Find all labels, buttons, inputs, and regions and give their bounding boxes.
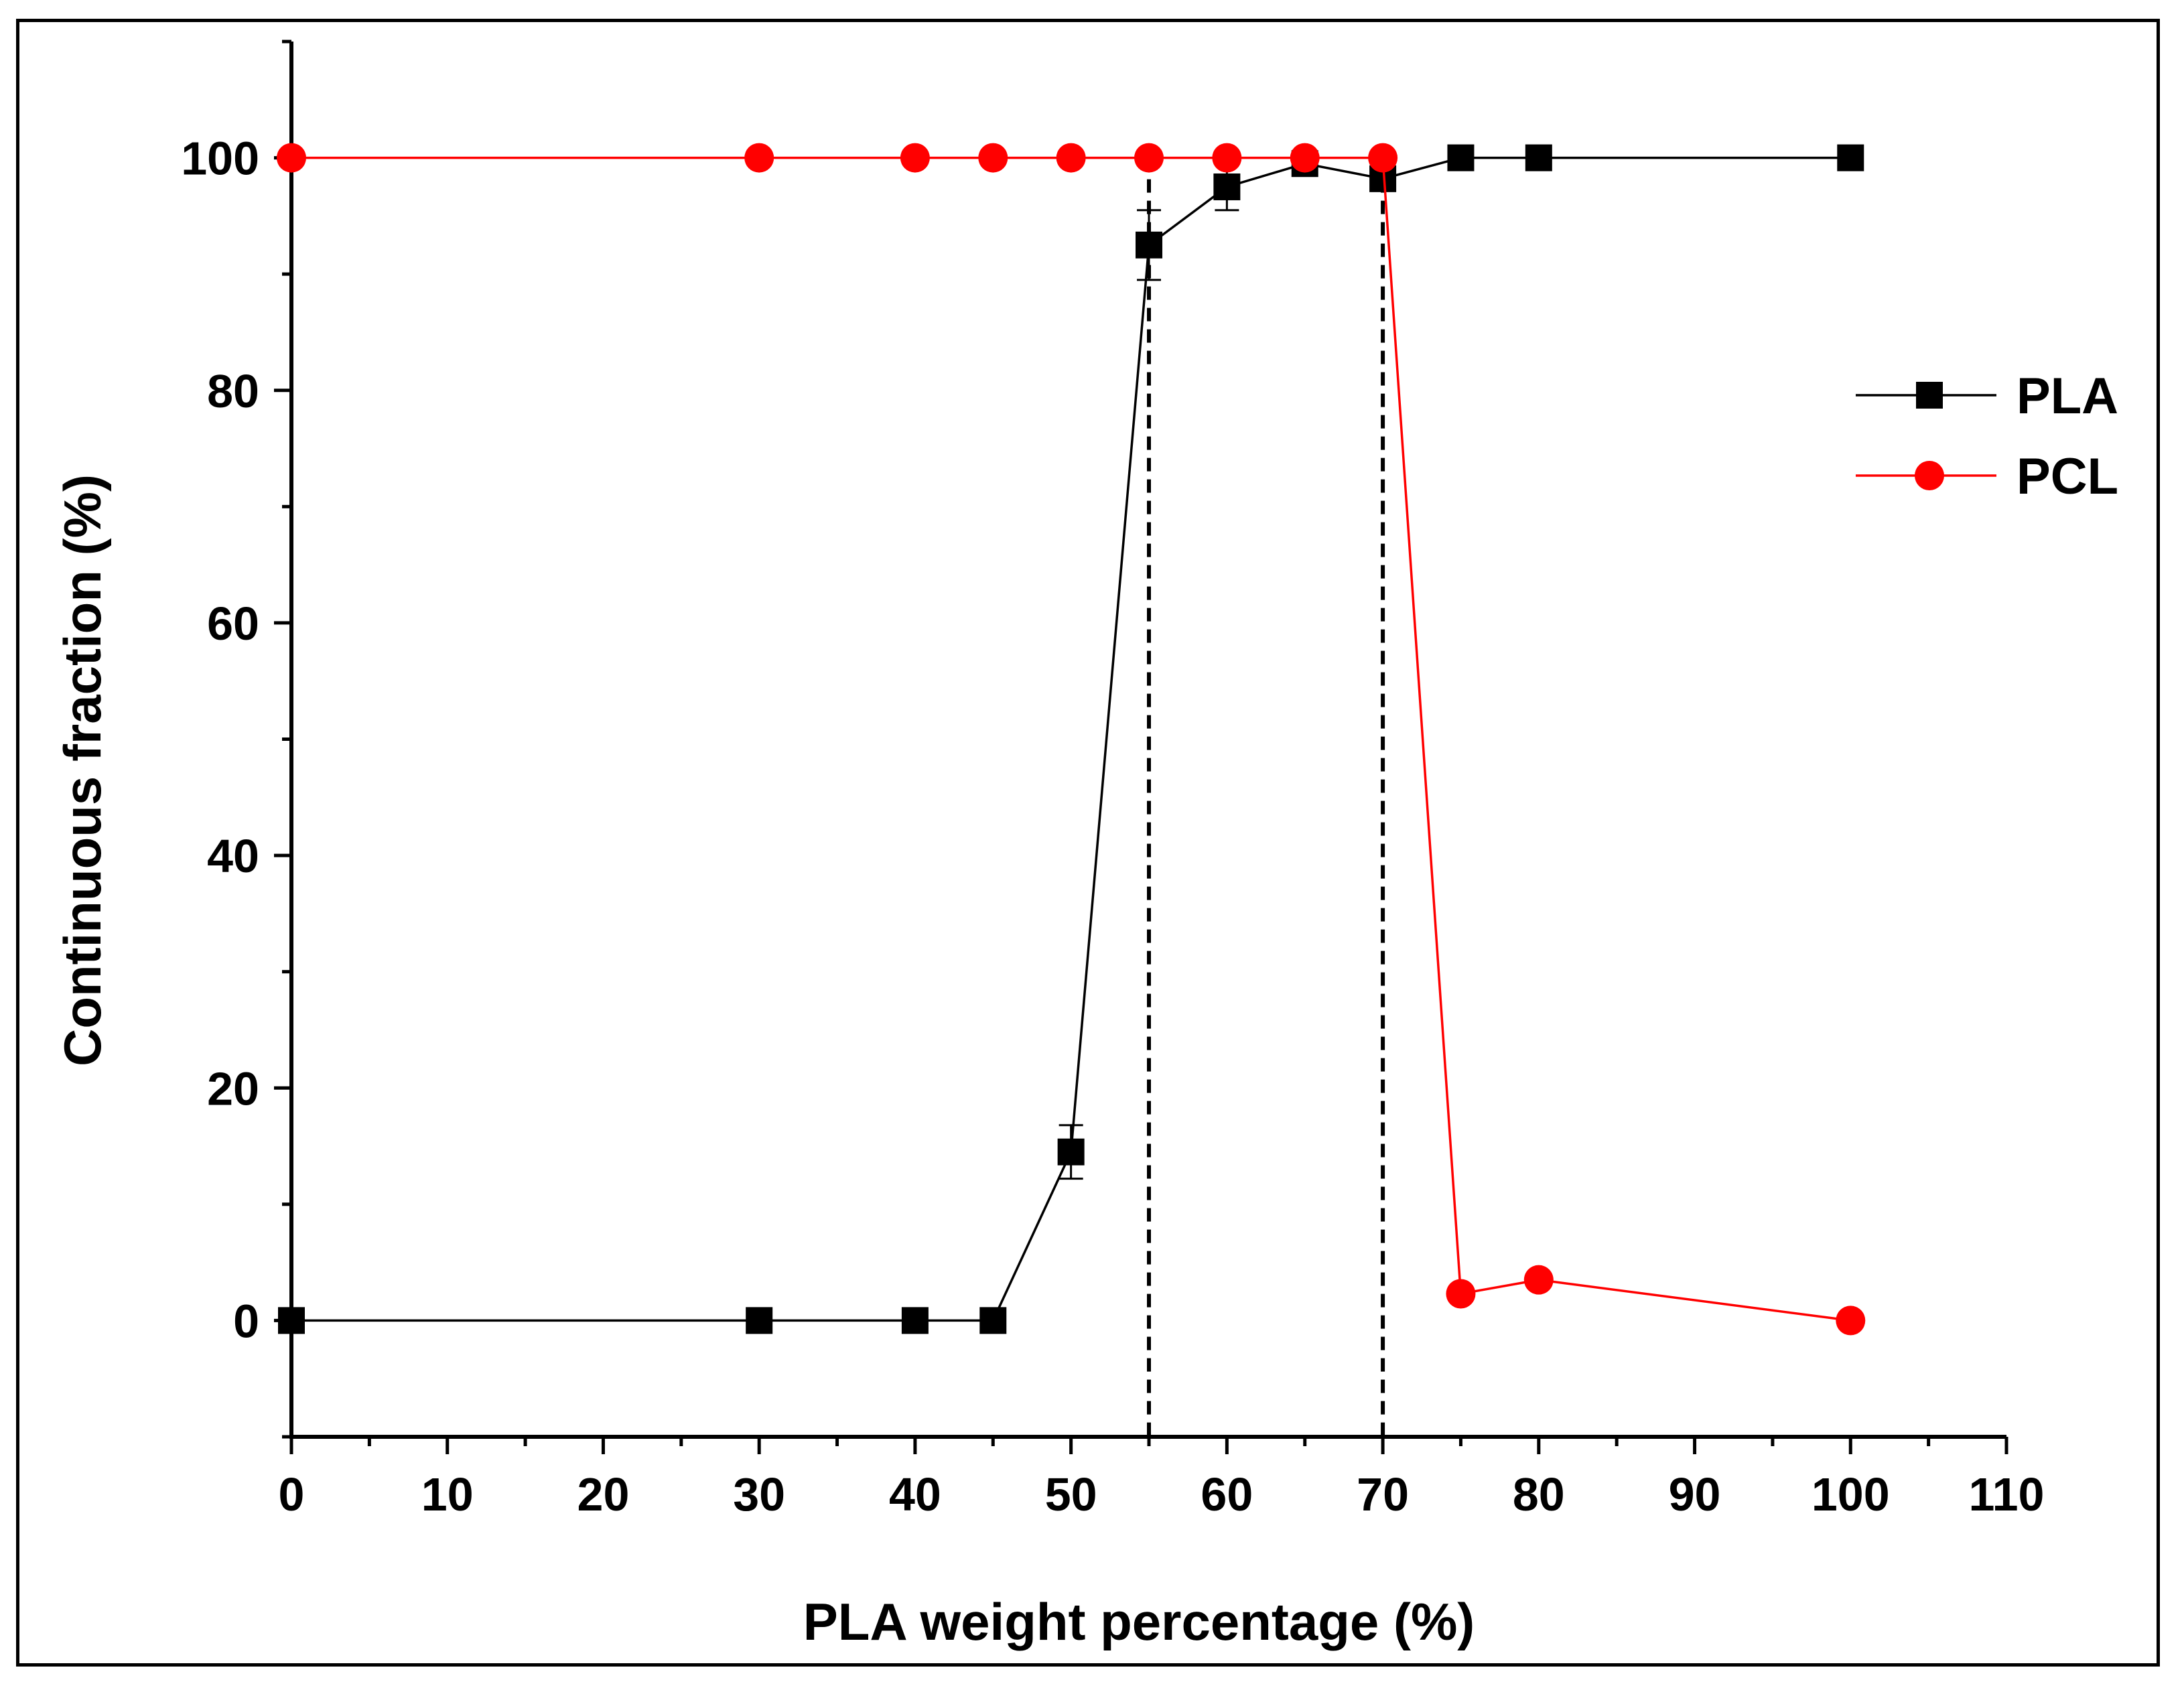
data-point-pcl — [1368, 143, 1398, 173]
data-point-pla — [1136, 231, 1162, 259]
y-tick-label: 100 — [181, 133, 259, 185]
x-tick-label: 90 — [1669, 1468, 1721, 1521]
x-tick-label: 10 — [421, 1468, 474, 1521]
x-tick-label: 30 — [733, 1468, 785, 1521]
data-point-pcl — [1290, 143, 1320, 173]
x-tick-label: 40 — [889, 1468, 941, 1521]
data-point-pla — [1213, 173, 1241, 200]
y-axis-label: Continuous fraction (%) — [53, 474, 112, 1066]
data-point-pla — [979, 1307, 1007, 1334]
y-tick-label: 40 — [207, 830, 259, 882]
data-point-pcl — [744, 143, 774, 173]
legend-marker — [1915, 461, 1944, 490]
legend-label: PCL — [2017, 448, 2118, 505]
data-point-pla — [901, 1307, 929, 1334]
axes: 0 10 20 30 40 50 60 70 80 90 100 110 0 20 40 60 80 100 — [181, 40, 2045, 1521]
data-point-pcl — [900, 143, 930, 173]
data-point-pla — [1837, 144, 1864, 171]
x-tick-label: 110 — [1969, 1468, 2045, 1521]
series-layer — [277, 143, 1866, 1336]
legend-item-pla: PLA — [1856, 368, 2118, 425]
data-point-pla — [1057, 1138, 1085, 1166]
y-tick-label: 60 — [207, 597, 259, 650]
legend-label: PLA — [2017, 368, 2118, 425]
data-point-pla — [746, 1307, 773, 1334]
legend-item-pcl: PCL — [1856, 448, 2118, 505]
y-tick-label: 0 — [233, 1295, 259, 1347]
x-tick-label: 60 — [1201, 1468, 1253, 1521]
x-axis-label: PLA weight percentage (%) — [803, 1592, 1475, 1651]
legend-marker — [1916, 382, 1943, 409]
x-tick-label: 70 — [1357, 1468, 1409, 1521]
data-point-pla — [1447, 144, 1475, 171]
data-point-pcl — [1446, 1279, 1476, 1309]
x-tick-label: 20 — [577, 1468, 630, 1521]
data-point-pcl — [1212, 143, 1242, 173]
data-point-pcl — [1134, 143, 1164, 173]
y-tick-label: 20 — [207, 1062, 259, 1115]
series-pla — [278, 144, 1864, 1334]
legend: PLA PCL — [1856, 368, 2118, 505]
data-point-pcl — [1056, 143, 1086, 173]
x-tick-label: 80 — [1513, 1468, 1565, 1521]
data-point-pla — [278, 1307, 305, 1334]
reference-lines — [1147, 157, 1385, 1437]
data-point-pcl — [1523, 1265, 1554, 1295]
figure-frame — [16, 19, 2160, 1667]
data-point-pcl — [1836, 1306, 1866, 1336]
x-tick-label: 100 — [1812, 1468, 1890, 1521]
x-tick-label: 0 — [279, 1468, 305, 1521]
data-point-pcl — [277, 143, 306, 173]
series-pcl — [277, 143, 1866, 1336]
x-tick-label: 50 — [1045, 1468, 1097, 1521]
data-point-pla — [1525, 144, 1552, 171]
y-tick-label: 80 — [207, 365, 259, 417]
data-point-pcl — [978, 143, 1008, 173]
